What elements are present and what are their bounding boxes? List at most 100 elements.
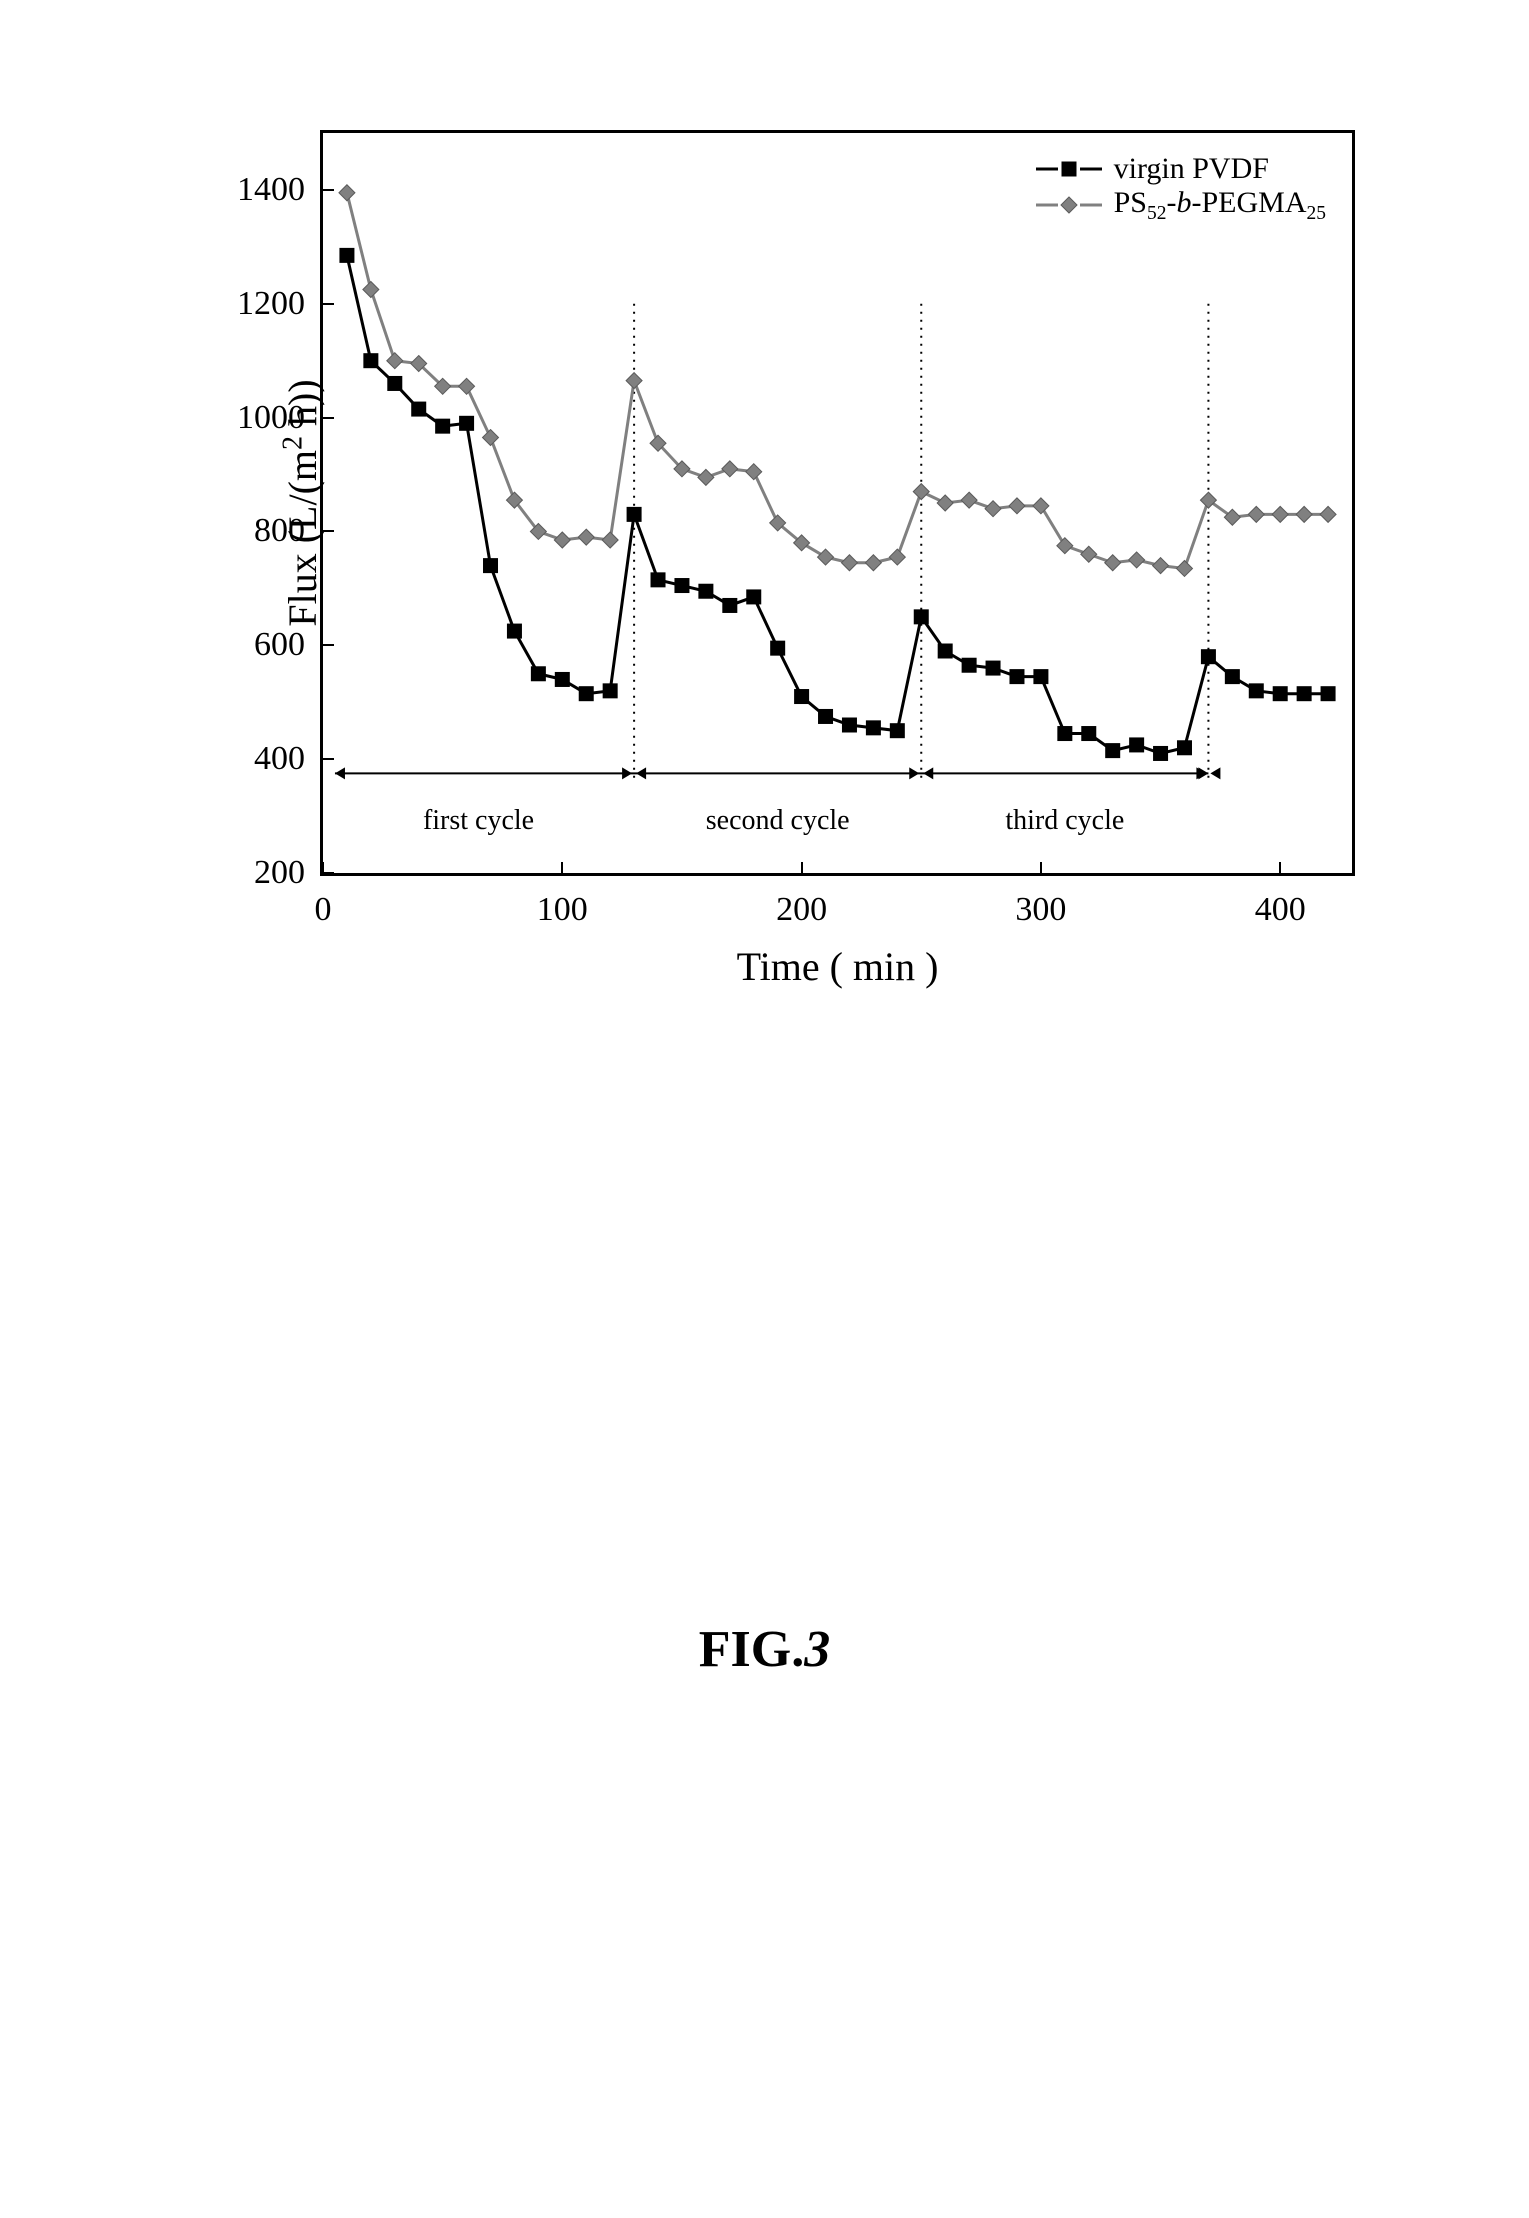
diamond-marker-icon bbox=[1057, 538, 1073, 554]
diamond-marker-icon bbox=[554, 532, 570, 548]
square-marker-icon bbox=[842, 718, 856, 732]
legend-label: PS52-b-PEGMA25 bbox=[1114, 186, 1326, 225]
x-tick bbox=[1040, 862, 1042, 876]
square-marker-icon bbox=[1177, 741, 1191, 755]
y-tick bbox=[320, 189, 334, 191]
diamond-marker-icon bbox=[746, 464, 762, 480]
y-tick bbox=[320, 644, 334, 646]
square-marker-icon bbox=[1225, 670, 1239, 684]
x-tick-label: 100 bbox=[537, 891, 588, 929]
arrowhead-icon bbox=[909, 767, 919, 779]
diamond-marker-icon bbox=[961, 492, 977, 508]
square-marker-icon bbox=[388, 376, 402, 390]
diamond-marker-icon bbox=[483, 430, 499, 446]
legend-swatch bbox=[1034, 154, 1104, 184]
y-tick-label: 1000 bbox=[185, 399, 305, 437]
diamond-marker-icon bbox=[985, 501, 1001, 517]
diamond-marker-icon bbox=[387, 353, 403, 369]
x-tick bbox=[561, 862, 563, 876]
square-marker-icon bbox=[771, 641, 785, 655]
square-marker-icon bbox=[364, 354, 378, 368]
square-marker-icon bbox=[795, 690, 809, 704]
series-line-ps_b_pegma bbox=[347, 193, 1328, 569]
diamond-marker-icon bbox=[1009, 498, 1025, 514]
series-line-virgin_pvdf bbox=[347, 255, 1328, 753]
square-marker-icon bbox=[747, 590, 761, 604]
square-marker-icon bbox=[1130, 738, 1144, 752]
square-marker-icon bbox=[890, 724, 904, 738]
x-axis-title: Time ( min ) bbox=[737, 943, 939, 990]
y-tick-label: 1200 bbox=[185, 285, 305, 323]
square-marker-icon bbox=[1034, 670, 1048, 684]
caption-prefix: FIG. bbox=[699, 1621, 804, 1678]
diamond-marker-icon bbox=[459, 378, 475, 394]
legend-label: virgin PVDF bbox=[1114, 152, 1269, 186]
diamond-marker-icon bbox=[1176, 560, 1192, 576]
arrowhead-icon bbox=[1210, 767, 1220, 779]
square-marker-icon bbox=[579, 687, 593, 701]
square-marker-icon bbox=[460, 416, 474, 430]
x-tick-label: 200 bbox=[776, 891, 827, 929]
square-marker-icon bbox=[603, 684, 617, 698]
y-tick-label: 800 bbox=[185, 512, 305, 550]
square-marker-icon bbox=[507, 624, 521, 638]
square-marker-icon bbox=[484, 559, 498, 573]
figure-caption: FIG.3 bbox=[699, 1620, 830, 1679]
legend-swatch bbox=[1034, 190, 1104, 220]
square-marker-icon bbox=[651, 573, 665, 587]
diamond-marker-icon bbox=[626, 373, 642, 389]
square-marker-icon bbox=[412, 402, 426, 416]
legend-swatch-svg bbox=[1034, 190, 1104, 220]
legend-item-virgin_pvdf: virgin PVDF bbox=[1034, 151, 1326, 187]
y-tick-label: 600 bbox=[185, 626, 305, 664]
diamond-marker-icon bbox=[1296, 506, 1312, 522]
y-tick bbox=[320, 303, 334, 305]
x-tick-label: 400 bbox=[1255, 891, 1306, 929]
square-marker-icon bbox=[627, 507, 641, 521]
diamond-marker-icon bbox=[841, 555, 857, 571]
square-marker-icon bbox=[1249, 684, 1263, 698]
diamond-marker-icon bbox=[578, 529, 594, 545]
y-tick-label: 200 bbox=[185, 854, 305, 892]
square-marker-icon bbox=[1273, 687, 1287, 701]
diamond-marker-icon bbox=[1033, 498, 1049, 514]
y-tick bbox=[320, 872, 334, 874]
diamond-marker-icon bbox=[889, 549, 905, 565]
y-tick-label: 400 bbox=[185, 740, 305, 778]
square-marker-icon bbox=[1010, 670, 1024, 684]
diamond-marker-icon bbox=[937, 495, 953, 511]
diamond-marker-icon bbox=[363, 282, 379, 298]
square-marker-icon bbox=[1082, 727, 1096, 741]
y-tick-label: 1400 bbox=[185, 171, 305, 209]
cycle-label: first cycle bbox=[423, 805, 534, 837]
x-tick-label: 0 bbox=[315, 891, 332, 929]
square-marker-icon bbox=[1297, 687, 1311, 701]
square-marker-icon bbox=[1321, 687, 1335, 701]
square-marker-icon bbox=[675, 579, 689, 593]
arrowhead-icon bbox=[636, 767, 646, 779]
caption-number: 3 bbox=[804, 1621, 830, 1678]
diamond-marker-icon bbox=[818, 549, 834, 565]
legend-swatch-svg bbox=[1034, 154, 1104, 184]
square-marker-icon bbox=[938, 644, 952, 658]
y-tick bbox=[320, 530, 334, 532]
diamond-marker-icon bbox=[722, 461, 738, 477]
diamond-marker-icon bbox=[1248, 506, 1264, 522]
figure-3: virgin PVDFPS52-b-PEGMA25 Flux (L/(m2 h)… bbox=[150, 100, 1379, 980]
square-marker-icon bbox=[1201, 650, 1215, 664]
diamond-marker-icon bbox=[1129, 552, 1145, 568]
cycle-label: third cycle bbox=[1005, 805, 1124, 837]
square-marker-icon bbox=[531, 667, 545, 681]
arrowhead-icon bbox=[335, 767, 345, 779]
diamond-marker-icon bbox=[1153, 558, 1169, 574]
diamond-marker-icon bbox=[1061, 197, 1077, 213]
diamond-marker-icon bbox=[339, 185, 355, 201]
page: virgin PVDFPS52-b-PEGMA25 Flux (L/(m2 h)… bbox=[0, 0, 1529, 2218]
x-tick-label: 300 bbox=[1015, 891, 1066, 929]
cycle-label: second cycle bbox=[706, 805, 850, 837]
x-tick bbox=[801, 862, 803, 876]
arrowhead-icon bbox=[622, 767, 632, 779]
arrowhead-icon bbox=[923, 767, 933, 779]
square-marker-icon bbox=[699, 584, 713, 598]
arrowhead-icon bbox=[1198, 767, 1208, 779]
